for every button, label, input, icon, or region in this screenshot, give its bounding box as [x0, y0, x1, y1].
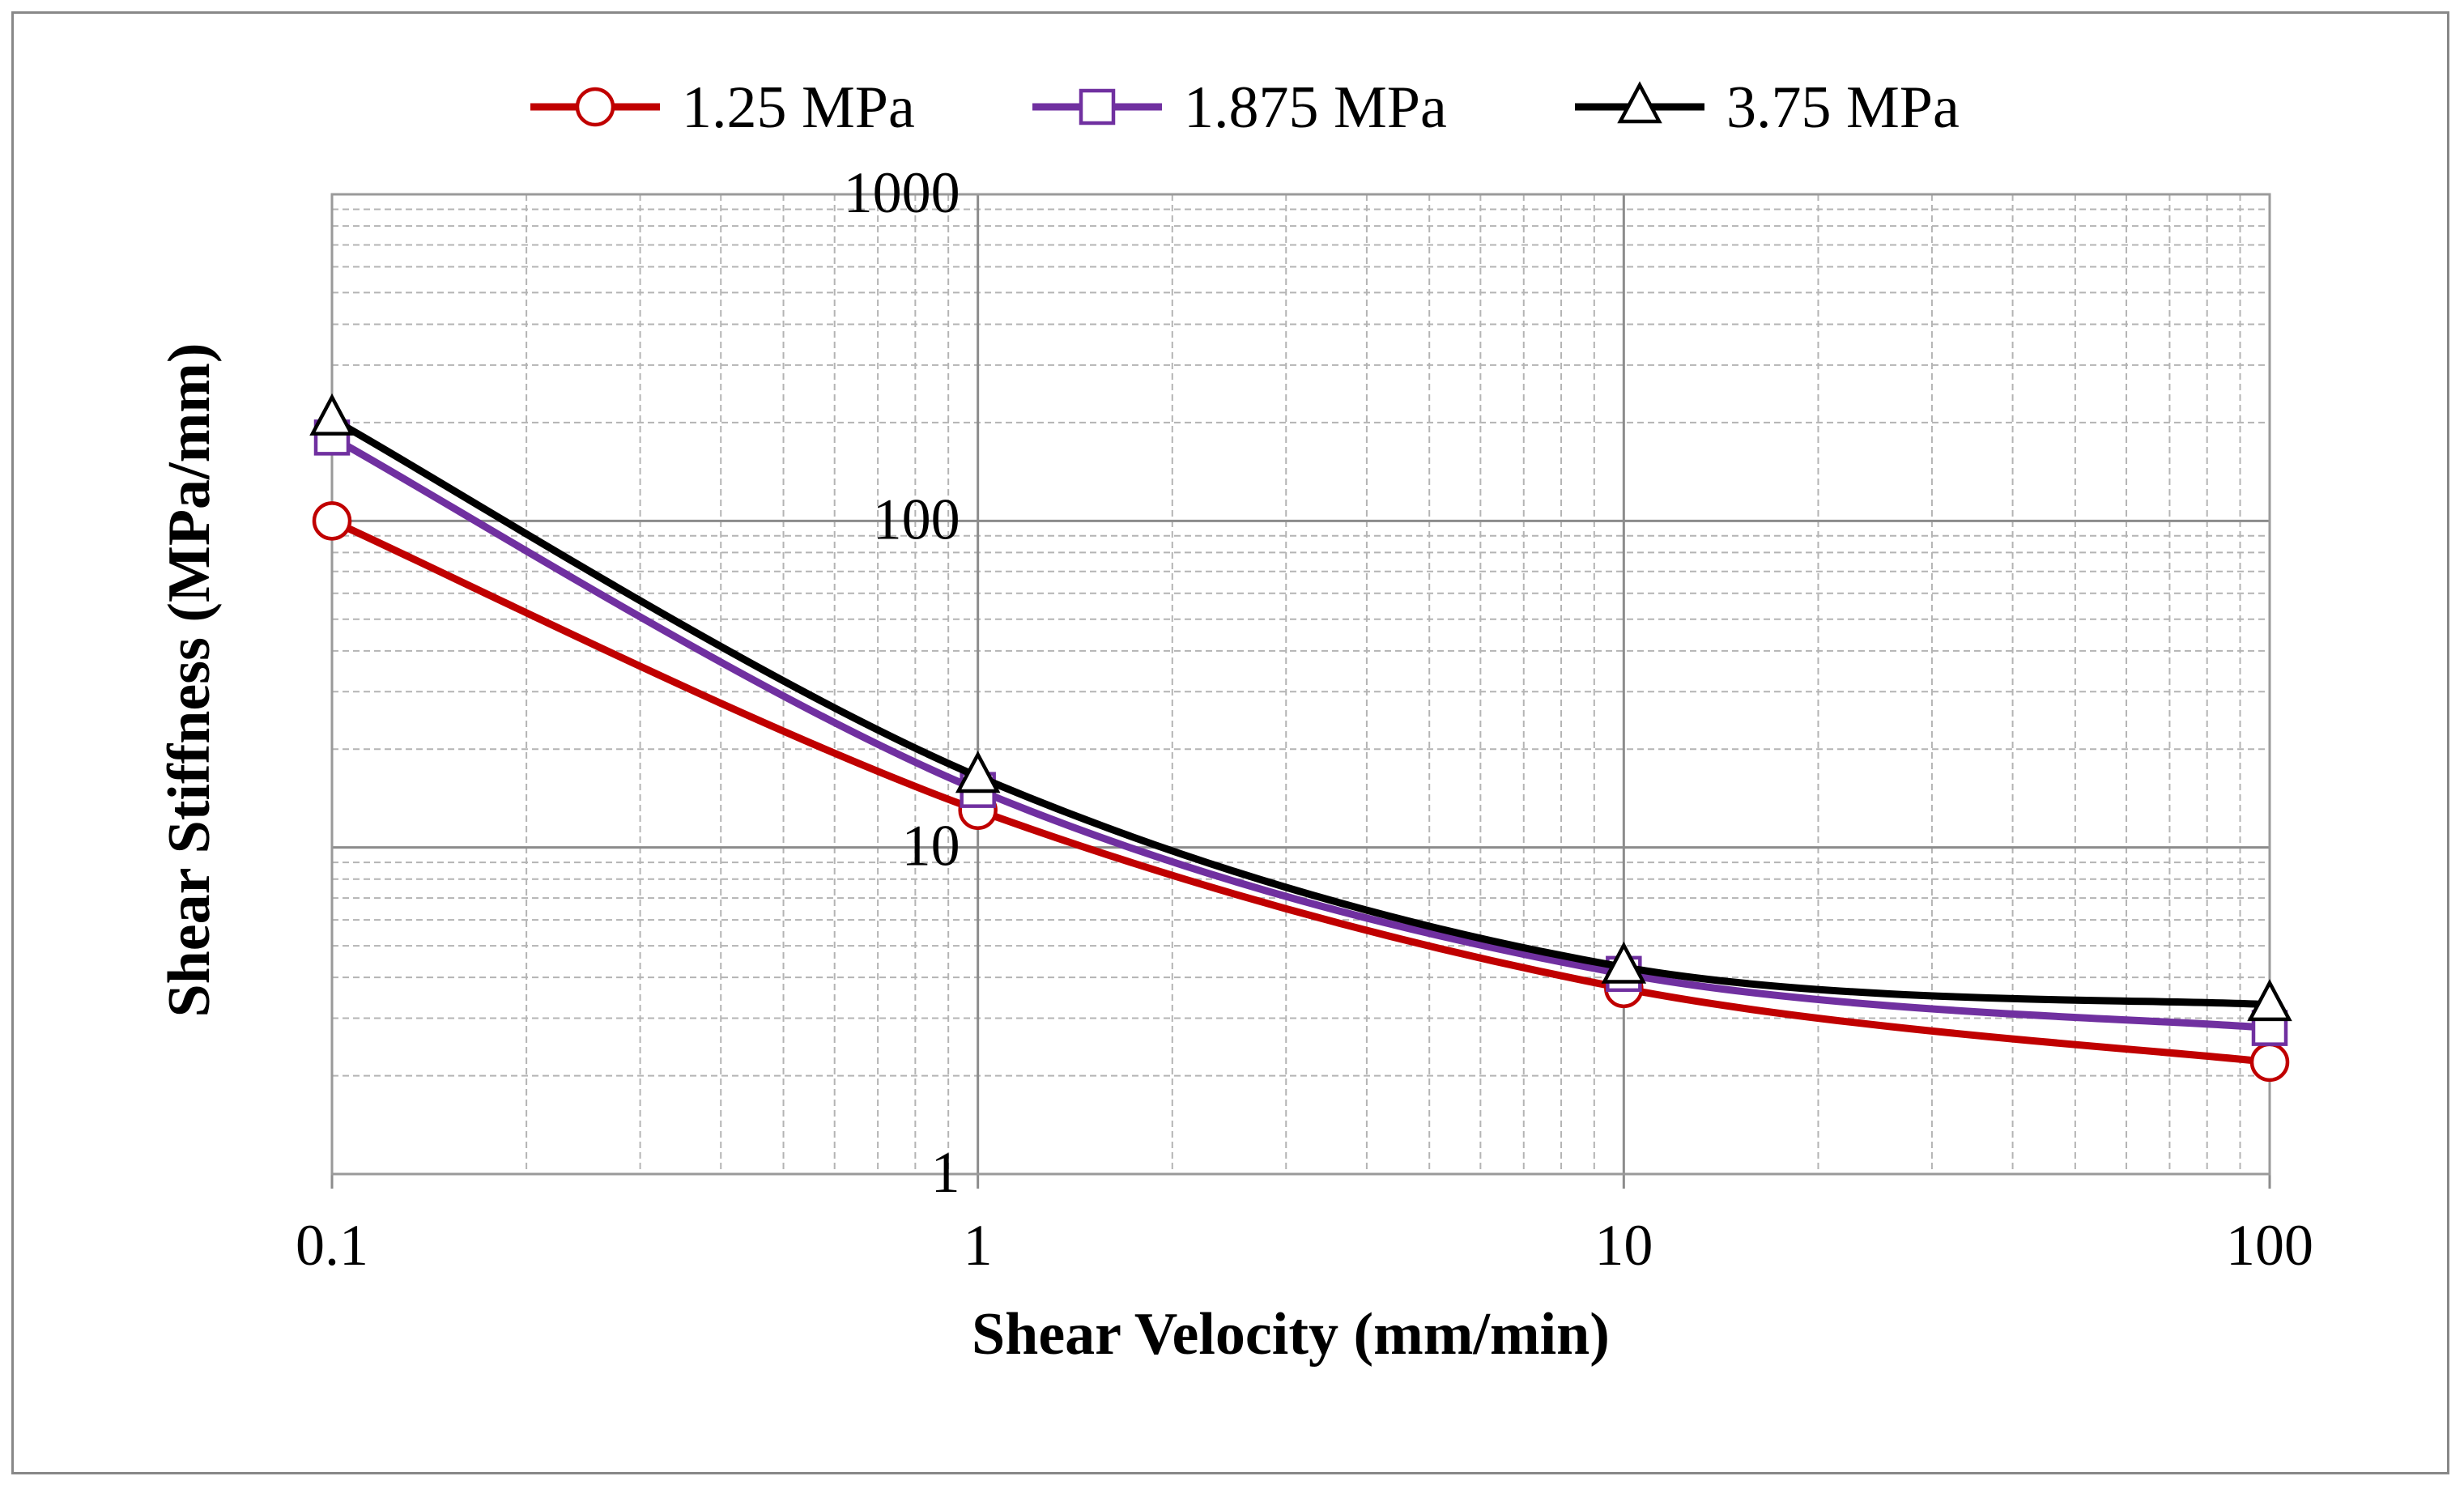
- minor-grid: [332, 194, 2270, 1174]
- x-axis-title: Shear Velocity (mm/min): [972, 1301, 1610, 1368]
- chart-frame: [11, 11, 2449, 1474]
- series-line: [328, 433, 2274, 1032]
- legend-marker: [575, 87, 615, 127]
- x-tick-label: 10: [1594, 1213, 1653, 1278]
- legend-marker: [1617, 81, 1662, 124]
- legend-entry: 1.25 MPa: [530, 74, 915, 141]
- data-point: [1601, 941, 1647, 984]
- x-tick-label: 100: [2226, 1213, 2313, 1278]
- data-point: [955, 751, 1001, 793]
- plot-area-border: [330, 193, 2271, 1176]
- legend: 1.25 MPa 1.875 MPa 3.75 MPa: [530, 74, 1960, 141]
- series-line: [328, 517, 2274, 1066]
- series-3: [309, 393, 2292, 1022]
- legend-label: 1.875 MPa: [1184, 74, 1447, 141]
- y-tick-label: 1000: [844, 160, 960, 225]
- x-tick-labels: 0.1 1 10 100: [296, 1213, 2313, 1278]
- series-1: [312, 501, 2290, 1083]
- plot-border: [330, 193, 2271, 1176]
- data-point: [309, 393, 355, 436]
- x-tick-label: 0.1: [296, 1213, 368, 1278]
- legend-entry: 1.875 MPa: [1032, 74, 1447, 141]
- legend-label: 1.25 MPa: [682, 74, 915, 141]
- data-point: [2247, 979, 2292, 1022]
- y-tick-label: 10: [902, 814, 960, 879]
- legend-label: 3.75 MPa: [1726, 74, 1960, 141]
- series-line: [328, 415, 2274, 1009]
- y-tick-label: 100: [873, 487, 960, 551]
- legend-entry: 3.75 MPa: [1575, 74, 1960, 141]
- data-point: [2249, 1042, 2290, 1083]
- y-tick-labels: 1 10 100 1000: [844, 160, 960, 1205]
- series-layer: [309, 393, 2292, 1083]
- y-axis-title: Shear Stiffness (MPa/mm): [156, 342, 223, 1017]
- y-tick-label: 1: [931, 1140, 960, 1205]
- series-2: [313, 419, 2288, 1046]
- legend-marker: [1079, 88, 1116, 126]
- x-tick-label: 1: [964, 1213, 993, 1278]
- data-point: [312, 501, 352, 541]
